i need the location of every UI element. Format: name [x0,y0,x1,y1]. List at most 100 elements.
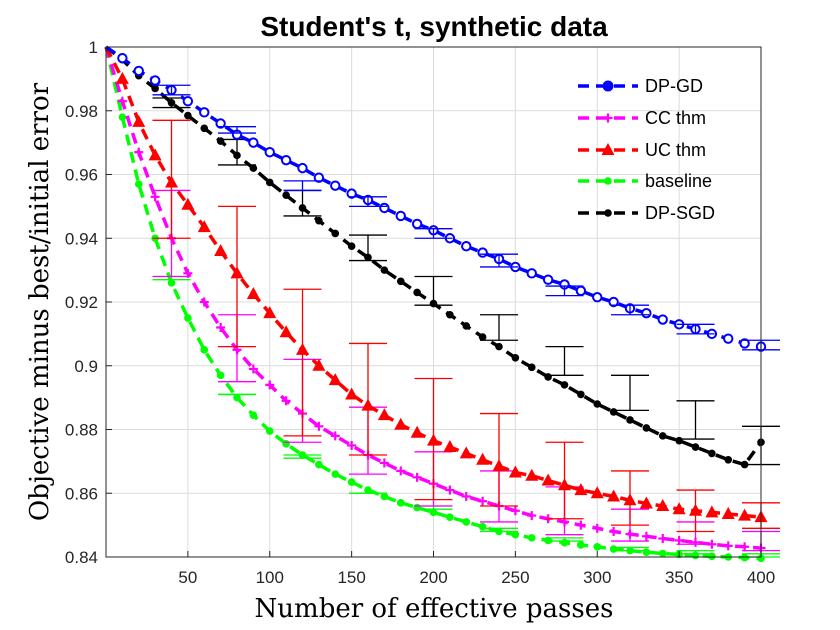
legend-label: DP-GD [645,76,703,96]
data-point [542,274,554,285]
data-point [197,220,211,233]
error-bar [283,180,322,192]
data-point [604,177,612,185]
data-point [312,358,326,371]
error-bar [349,342,387,456]
data-point [184,111,192,120]
data-point [380,266,389,274]
series-dp-gd [105,45,780,352]
axis-ticks: 50 100 150 200 250 300 350 400 0.84 0.86 0.88 0.9 0.… [65,38,775,587]
data-point [508,465,522,478]
data-point [347,478,356,486]
data-point [280,154,292,166]
legend-item: DP-GD [578,76,703,96]
data-point [477,247,488,258]
x-tick-label: 350 [665,568,693,587]
y-tick-label: 0.96 [65,166,98,185]
x-tick-label: 50 [178,568,197,587]
x-tick-label: 100 [256,568,284,587]
data-point [510,506,520,516]
x-tick-label: 300 [583,568,611,587]
data-point [609,527,619,536]
legend-label: DP-SGD [645,203,715,223]
error-bar [283,288,322,437]
data-point [429,508,438,517]
data-point [459,446,473,459]
error-bar [349,234,387,262]
data-point [446,310,454,319]
data-point [150,192,160,202]
data-point [476,452,490,465]
data-point [642,424,651,432]
legend: DP-GD CC thm UC thm baseline DP-SGD [578,76,715,223]
data-point [592,523,602,533]
data-point [527,363,536,372]
data-point [739,338,750,349]
data-point [330,180,341,191]
error-bar [676,323,715,335]
data-point [297,162,308,174]
data-point [574,483,588,496]
legend-label: UC thm [645,140,706,160]
data-point [346,188,357,199]
x-tick-label: 200 [419,568,447,587]
data-point [184,314,192,322]
legend-item: baseline [578,171,712,191]
data-point [265,178,274,187]
data-point [478,496,488,506]
data-point [575,285,587,297]
error-bar [152,119,191,239]
legend-item: DP-SGD [578,203,715,223]
legend-item: CC thm [578,108,706,128]
legend-label: CC thm [645,108,706,128]
data-point [708,552,716,561]
data-point [658,549,667,558]
data-point [642,548,651,557]
data-point [377,408,391,421]
data-point [133,65,144,77]
data-point [593,543,602,551]
error-bar [480,253,518,268]
data-point [738,508,752,521]
data-point [233,393,241,402]
data-point [592,292,603,303]
data-point [674,535,684,545]
data-point [705,505,719,518]
data-point [117,52,128,64]
data-point [315,460,323,469]
data-point [740,542,750,552]
data-point [379,458,389,468]
legend-label: baseline [645,171,712,191]
data-point [282,440,290,448]
data-point [691,443,700,451]
data-point [199,297,209,307]
data-point [607,489,621,502]
data-point [461,241,472,252]
x-tick-label: 250 [501,568,529,587]
data-point [364,486,372,494]
data-point [249,411,258,419]
y-tick-label: 0.9 [74,357,98,376]
data-point [410,425,424,438]
data-point [149,75,161,86]
data-point [314,421,324,431]
data-point [216,137,225,145]
legend-item: UC thm [578,140,706,160]
series-line [104,46,762,550]
data-point [413,503,421,512]
data-point [315,216,323,225]
error-bar [414,377,453,501]
data-point [462,322,471,330]
error-bar [283,454,322,459]
data-point [313,172,325,183]
series-line [105,45,762,349]
error-bar [480,412,518,507]
data-point [511,530,520,539]
data-point [215,118,226,129]
data-point [527,534,536,542]
data-point [115,71,129,84]
data-point [182,95,194,107]
data-point [527,511,537,521]
data-point [461,491,471,501]
